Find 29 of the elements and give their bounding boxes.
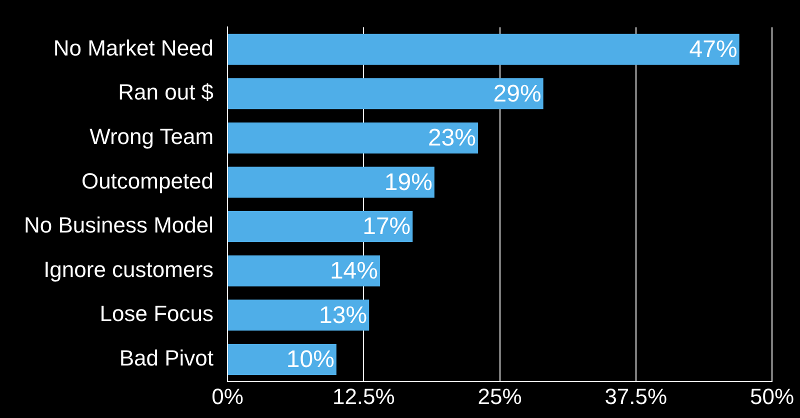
bar <box>228 78 544 110</box>
bar <box>228 344 336 375</box>
y-tick-label: Lose Focus <box>100 301 214 326</box>
data-label: 23% <box>428 124 476 152</box>
data-label: 19% <box>384 168 432 196</box>
bar <box>228 34 740 65</box>
data-label: 17% <box>362 213 411 240</box>
bar <box>228 255 380 286</box>
data-label: 10% <box>286 346 334 374</box>
x-tick-label: 12.5% <box>332 384 395 409</box>
x-tick-label: 0% <box>212 384 244 409</box>
x-tick-label: 50% <box>750 384 794 409</box>
data-label: 29% <box>493 80 542 108</box>
y-tick-label: Bad Pivot <box>119 346 214 371</box>
data-label: 14% <box>330 257 378 284</box>
x-tick-label: 37.5% <box>604 384 668 409</box>
y-tick-label: No Market Need <box>53 35 214 60</box>
y-tick-label: Ignore customers <box>44 256 214 282</box>
bar <box>228 166 434 198</box>
data-label: 13% <box>319 302 368 329</box>
bar <box>228 300 370 331</box>
x-tick-label: 25% <box>478 384 522 409</box>
data-label: 47% <box>689 36 738 63</box>
y-tick-label: Outcompeted <box>81 168 214 194</box>
y-tick-label: Wrong Team <box>90 124 214 150</box>
bar <box>228 122 478 154</box>
y-tick-label: Ran out $ <box>118 80 214 105</box>
y-tick-label: No Business Model <box>24 212 214 238</box>
bar <box>228 211 413 242</box>
